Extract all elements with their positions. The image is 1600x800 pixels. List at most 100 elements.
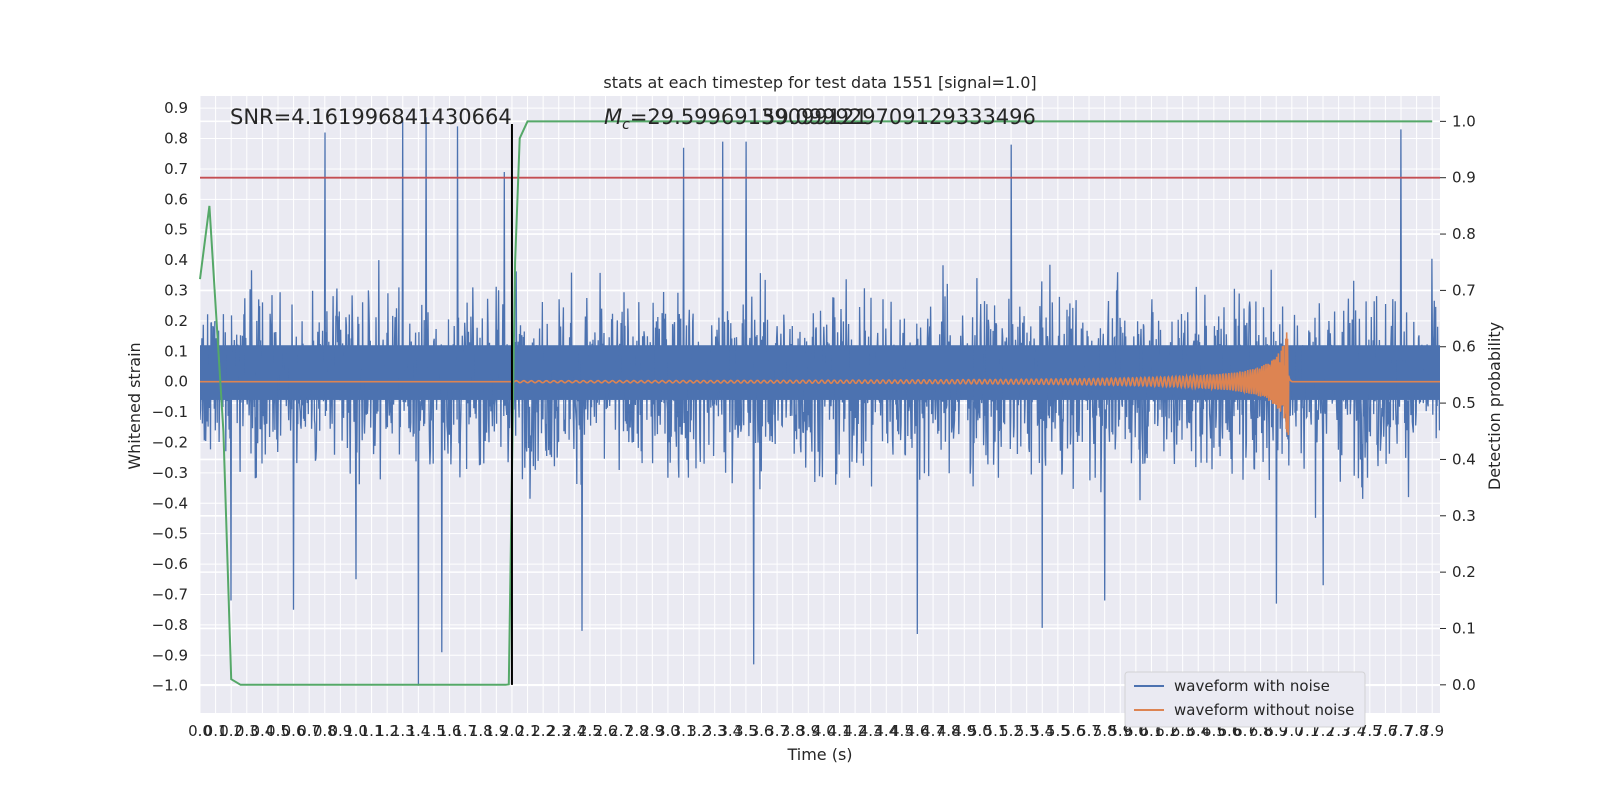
x-tick-label: 4.2 xyxy=(843,722,867,740)
x-tick-label: 0.6 xyxy=(282,722,306,740)
x-tick-label: 2.2 xyxy=(531,722,555,740)
y-tick-labels: 0.9 0.8 0.7 0.6 0.5 0.4 0.3 0.2 0.1 0.0 −0.1 −0.2 −0… xyxy=(152,99,188,694)
y2-tick-labels: 1.0 0.9 0.8 0.7 0.6 0.5 0.4 0.3 0.2 0.1 0.0 xyxy=(1440,112,1476,694)
x-tick-label: 0.0 xyxy=(188,722,212,740)
y2-tick-label: 0.3 xyxy=(1452,507,1476,525)
x-tick-label: 2.6 xyxy=(594,722,618,740)
y-tick-label: −0.2 xyxy=(152,433,188,451)
y-tick-label: −0.3 xyxy=(152,464,188,482)
y-tick-label: 0.1 xyxy=(164,342,188,360)
x-tick-label: 0.2 xyxy=(219,722,243,740)
x-tick-label: 0.1 xyxy=(204,722,228,740)
mc-subscript: c xyxy=(622,117,630,133)
x-tick-label: 0.9 xyxy=(328,722,352,740)
legend: waveform with noise waveform without noi… xyxy=(1124,671,1366,728)
y2-axis-label: Detection probability xyxy=(1485,322,1504,490)
x-tick-label: 3.9 xyxy=(796,722,820,740)
y-tick-label: 0.7 xyxy=(164,160,188,178)
y2-tick-label: 0.0 xyxy=(1452,676,1476,694)
x-tick-label: 7.7 xyxy=(1389,722,1413,740)
x-tick-label: 1.3 xyxy=(391,722,415,740)
x-tick-label: 4.9 xyxy=(952,722,976,740)
x-tick-label: 1.5 xyxy=(422,722,446,740)
x-tick-label: 3.4 xyxy=(718,722,742,740)
x-tick-label: 1.7 xyxy=(453,722,477,740)
y-tick-label: 0.0 xyxy=(164,373,188,391)
x-tick-label: 4.3 xyxy=(859,722,883,740)
x-tick-label: 7.6 xyxy=(1373,722,1397,740)
x-tick-label: 4.6 xyxy=(906,722,930,740)
x-tick-label: 3.5 xyxy=(734,722,758,740)
x-tick-label: 2.4 xyxy=(562,722,586,740)
x-tick-label: 1.2 xyxy=(375,722,399,740)
y-tick-label: 0.6 xyxy=(164,190,188,208)
legend-box xyxy=(1124,671,1366,728)
x-tick-label: 1.4 xyxy=(406,722,430,740)
y-tick-label: 0.3 xyxy=(164,282,188,300)
y-tick-label: 0.2 xyxy=(164,312,188,330)
legend-label-noise: waveform with noise xyxy=(1174,677,1330,695)
x-tick-label: 5.1 xyxy=(984,722,1008,740)
y2-tick-label: 0.2 xyxy=(1452,563,1476,581)
x-tick-label: 3.8 xyxy=(781,722,805,740)
y-tick-label: −0.6 xyxy=(152,555,188,573)
y2-tick-label: 0.1 xyxy=(1452,619,1476,637)
x-tick-label: 4.0 xyxy=(812,722,836,740)
x-tick-label: 2.5 xyxy=(578,722,602,740)
x-axis-label: Time (s) xyxy=(786,745,852,764)
y-tick-label: −0.1 xyxy=(152,403,188,421)
y-tick-label: 0.8 xyxy=(164,130,188,148)
x-tick-label: 3.7 xyxy=(765,722,789,740)
x-tick-label: 2.0 xyxy=(500,722,524,740)
y-tick-label: 0.4 xyxy=(164,251,188,269)
x-tick-label: 5.0 xyxy=(968,722,992,740)
x-tick-label: 0.4 xyxy=(250,722,274,740)
x-tick-label: 3.1 xyxy=(672,722,696,740)
x-tick-label: 4.7 xyxy=(921,722,945,740)
y2-tick-label: 0.9 xyxy=(1452,169,1476,187)
x-tick-label: 3.2 xyxy=(687,722,711,740)
x-tick-label: 7.9 xyxy=(1420,722,1444,740)
x-tick-label: 5.8 xyxy=(1093,722,1117,740)
clean-trace xyxy=(200,332,1440,436)
series-detection-probability xyxy=(199,120,1433,686)
series-waveform-without-noise xyxy=(200,332,1440,436)
y2-tick-label: 0.6 xyxy=(1452,338,1476,356)
x-tick-label: 3.3 xyxy=(703,722,727,740)
x-tick-label: 0.8 xyxy=(313,722,337,740)
x-tick-label: 2.3 xyxy=(547,722,571,740)
x-tick-label: 3.6 xyxy=(750,722,774,740)
y2-tick-label: 0.7 xyxy=(1452,281,1476,299)
overlap-annotation: 59.099929709129333496 xyxy=(762,105,1036,129)
y2-tick-label: 1.0 xyxy=(1452,112,1476,130)
y2-tick-label: 0.8 xyxy=(1452,225,1476,243)
x-tick-label: 7.8 xyxy=(1405,722,1429,740)
y-tick-label: −0.7 xyxy=(152,585,188,603)
y2-tick-label: 0.4 xyxy=(1452,450,1476,468)
mc-annotation: Mc=29.59969139099121 xyxy=(604,105,868,133)
x-tick-label: 1.1 xyxy=(360,722,384,740)
x-tick-label: 1.9 xyxy=(484,722,508,740)
x-tick-label: 5.7 xyxy=(1077,722,1101,740)
mc-value: =29.59969139099121 xyxy=(630,105,868,129)
y-tick-label: −0.4 xyxy=(152,494,188,512)
series-waveform-with-noise xyxy=(200,117,1440,686)
legend-label-clean: waveform without noise xyxy=(1174,701,1354,719)
mc-symbol: M xyxy=(604,105,622,129)
x-tick-label: 5.2 xyxy=(999,722,1023,740)
y2-tick-label: 0.5 xyxy=(1452,394,1476,412)
x-tick-label: 5.3 xyxy=(1015,722,1039,740)
x-tick-label: 0.3 xyxy=(235,722,259,740)
x-tick-label: 2.7 xyxy=(609,722,633,740)
x-tick-label: 4.4 xyxy=(874,722,898,740)
x-tick-label: 1.8 xyxy=(469,722,493,740)
snr-annotation: SNR=4.161996841430664 xyxy=(230,105,512,129)
y-tick-label: −0.5 xyxy=(152,525,188,543)
x-tick-label: 0.5 xyxy=(266,722,290,740)
x-tick-label: 0.7 xyxy=(297,722,321,740)
x-tick-label: 5.6 xyxy=(1062,722,1086,740)
x-tick-label: 1.6 xyxy=(438,722,462,740)
x-tick-label: 2.9 xyxy=(640,722,664,740)
x-tick-label: 2.1 xyxy=(516,722,540,740)
